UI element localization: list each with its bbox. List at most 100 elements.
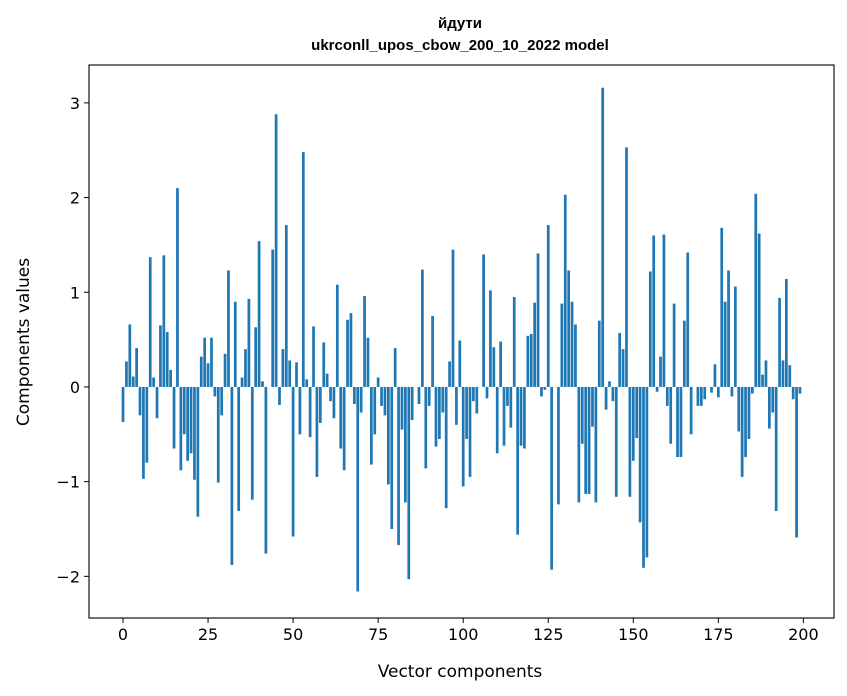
bar [421,269,424,387]
bar [305,379,309,387]
bar [519,386,523,446]
bar [747,386,751,440]
bar [366,337,370,387]
bar [689,386,693,435]
bar [458,340,462,387]
bar [257,241,261,387]
bar [461,386,465,487]
bar [597,320,601,387]
bar [529,333,533,387]
bar [315,386,319,477]
bar [618,332,622,387]
bar [427,386,431,406]
bar [335,284,339,387]
bar [176,188,179,387]
bar [220,386,224,416]
bar [322,342,326,387]
bar [669,386,673,444]
bar [540,386,543,397]
bar [475,386,479,414]
y-axis-label: Components values [14,258,34,426]
bar [648,271,652,387]
bar [604,386,608,410]
bar [557,386,560,505]
chart-title-line1: йдути [438,15,482,32]
bar [574,324,577,387]
bar [543,386,547,390]
bar [495,386,499,454]
bar [723,301,727,387]
bar [444,386,448,509]
bar [730,386,734,397]
bar [502,386,506,446]
bar [608,381,611,387]
bar [614,386,618,497]
bar [659,356,662,387]
y-tick-label: 0 [70,378,80,397]
bar [247,298,251,387]
bar [699,386,703,406]
bar [791,386,795,400]
bar [546,225,550,387]
bar [676,386,679,458]
bar [441,386,445,413]
bar [611,386,615,402]
bar [400,386,404,430]
bar [635,386,639,439]
bar [628,386,632,497]
bar [652,235,656,387]
bar [625,147,628,387]
bar [182,386,186,435]
bar [587,386,591,494]
bar [761,374,764,387]
bar [710,386,713,393]
bar [591,386,594,427]
bar [577,386,581,503]
y-tick-label: 3 [70,94,80,113]
bar [186,386,190,461]
bar [713,364,717,387]
bar [410,386,414,421]
bar [696,386,700,406]
bar [349,313,353,387]
bar [213,386,217,397]
bar [162,255,166,387]
bar [584,386,588,494]
bar [373,386,377,435]
bar [655,386,659,392]
bar [778,297,781,387]
bar [227,270,230,387]
bar [424,386,428,469]
bar [128,324,132,387]
bar [142,386,145,479]
bar [244,349,247,387]
bar [278,386,281,405]
bar [274,114,278,387]
bar [346,319,349,387]
bar [165,332,169,387]
x-tick-label: 50 [283,625,303,644]
bar [152,377,155,387]
bar [376,377,380,387]
y-axis-ticks: −2 −1 0 1 2 3 [56,94,89,586]
bar [261,381,264,387]
bars-group [121,87,802,592]
bar [638,386,642,523]
bar [536,253,540,387]
bar [233,301,237,387]
y-tick-label: −1 [56,473,80,492]
bar [737,386,741,432]
bar [757,233,761,387]
bar [512,296,516,387]
bar [404,386,407,503]
bar [465,386,468,440]
bar [550,386,554,570]
bar [431,315,434,387]
bar [318,386,322,423]
bar [193,386,196,480]
bar [332,386,336,419]
bar [359,386,363,413]
bar [271,249,275,387]
bar [264,386,268,554]
